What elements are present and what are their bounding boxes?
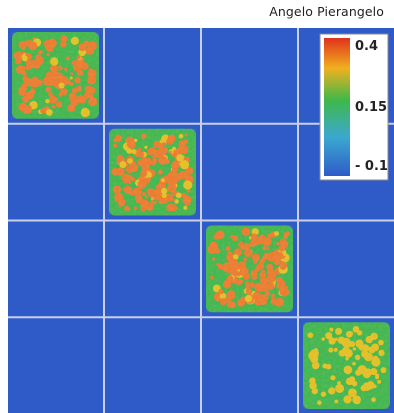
cell-texture	[303, 322, 390, 409]
cell-base	[202, 318, 297, 413]
heatmap-cell-r0-c2	[202, 28, 297, 123]
heatmap-cells	[8, 28, 394, 413]
cell-base	[105, 28, 200, 123]
heatmap-cell-r2-c2	[202, 221, 297, 317]
heatmap-cell-r2-c1	[105, 221, 200, 317]
colorbar-gradient	[324, 38, 350, 176]
cell-base	[8, 318, 103, 413]
cell-base	[105, 221, 200, 317]
colorbar-tick-label: 0.15	[355, 100, 387, 115]
heatmap-cell-r0-c1	[105, 28, 200, 123]
cell-base	[8, 221, 103, 317]
cell-texture	[109, 128, 196, 216]
heatmap-cell-r3-c2	[202, 318, 297, 413]
heatmap-cell-r2-c3	[299, 221, 394, 317]
heatmap-cell-r3-c3	[299, 318, 394, 413]
heatmap-cell-r1-c0	[8, 124, 103, 220]
cell-texture	[12, 32, 99, 119]
heatmap-cell-r0-c0	[8, 28, 103, 123]
cell-base	[202, 28, 297, 123]
heatmap-cell-r1-c1	[105, 124, 200, 220]
colorbar-tick-label: - 0.1	[355, 159, 388, 174]
colorbar-tick-label: 0.4	[355, 39, 378, 54]
heatmap-cell-r3-c1	[105, 318, 200, 413]
colorbar: 0.4 0.15 - 0.1	[319, 33, 389, 181]
cell-base	[299, 221, 394, 317]
cell-texture	[206, 225, 293, 313]
heatmap-cell-r1-c2	[202, 124, 297, 220]
credit-text: Angelo Pierangelo	[269, 4, 384, 19]
cell-base	[105, 318, 200, 413]
cell-base	[8, 124, 103, 220]
heatmap-cell-r3-c0	[8, 318, 103, 413]
heatmap-svg: 0.4 0.15 - 0.1	[8, 28, 394, 413]
cell-base	[202, 124, 297, 220]
heatmap-cell-r2-c0	[8, 221, 103, 317]
heatmap-chart: 0.4 0.15 - 0.1	[8, 28, 394, 413]
